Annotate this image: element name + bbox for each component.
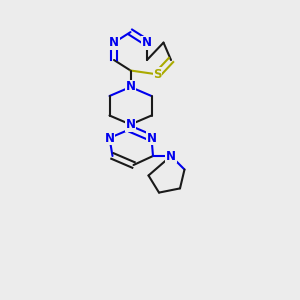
Text: S: S	[153, 68, 162, 81]
Text: N: N	[109, 36, 119, 49]
Text: N: N	[125, 118, 136, 131]
Text: N: N	[125, 80, 136, 94]
Text: N: N	[142, 36, 152, 49]
Text: N: N	[104, 131, 115, 145]
Text: N: N	[166, 149, 176, 163]
Text: N: N	[146, 131, 157, 145]
